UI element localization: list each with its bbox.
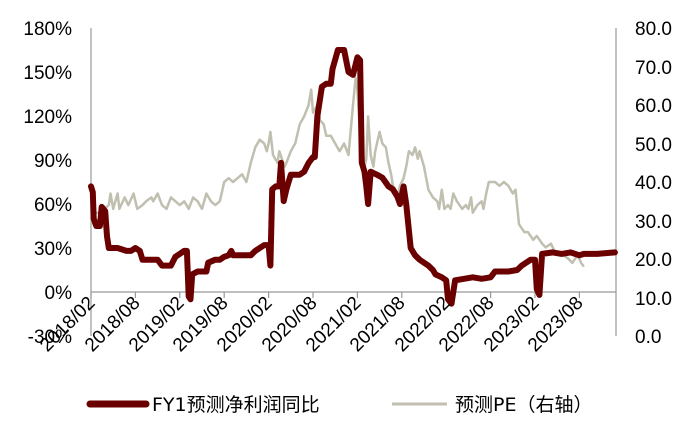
right-y-tick: 50.0 (635, 135, 672, 156)
right-y-tick: 20.0 (635, 250, 672, 271)
left-y-tick: 120% (23, 107, 72, 128)
x-axis-ticks (90, 292, 581, 298)
left-y-tick: 0% (45, 283, 73, 304)
left-y-tick: 150% (23, 63, 72, 84)
x-tick-labels: 2018/02 2018/08 2019/02 2019/08 2020/02 … (36, 293, 587, 356)
right-y-tick: 30.0 (635, 212, 672, 233)
right-y-tick: 10.0 (635, 289, 672, 310)
series-line-pe (89, 76, 585, 268)
left-y-tick-labels: 180% 150% 120% 90% 60% 30% 0% -30% (23, 19, 72, 348)
left-y-tick: 90% (34, 151, 72, 172)
right-y-tick: 80.0 (635, 19, 672, 40)
right-y-tick: 40.0 (635, 173, 672, 194)
series-line-profit-growth (88, 47, 618, 307)
right-y-tick-labels: 80.0 70.0 60.0 50.0 40.0 30.0 20.0 10.0 … (635, 19, 672, 348)
right-y-tick: 70.0 (635, 58, 672, 79)
legend-label-pe: 预测PE（右轴） (455, 394, 592, 416)
right-y-tick: 60.0 (635, 96, 672, 117)
right-y-tick: 0.0 (635, 327, 661, 348)
left-y-tick: 60% (34, 195, 72, 216)
left-y-tick: 30% (34, 239, 72, 260)
left-y-tick: 180% (23, 19, 72, 40)
legend: FY1预测净利润同比 预测PE（右轴） (86, 394, 592, 416)
legend-label-profit-growth: FY1预测净利润同比 (152, 394, 320, 416)
left-y-tick: -30% (28, 327, 72, 348)
